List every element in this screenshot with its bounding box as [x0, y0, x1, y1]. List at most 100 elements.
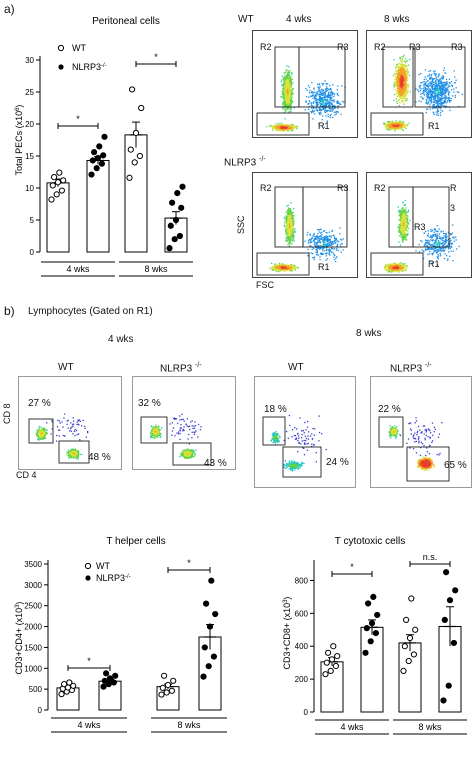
data-point — [136, 152, 143, 160]
data-point — [110, 679, 118, 686]
y-tick-label: 800 — [295, 576, 309, 585]
panel-b-label: b) — [4, 304, 15, 318]
significance-label: * — [154, 52, 158, 62]
data-point — [48, 196, 55, 203]
data-point — [179, 183, 186, 190]
facs-wt-label: WT — [238, 14, 254, 25]
legend-marker-nlrp3 — [85, 575, 91, 581]
data-point — [200, 673, 207, 680]
y-tick-label: 1000 — [24, 664, 42, 673]
y-tick-label: 2000 — [24, 623, 42, 632]
data-point — [174, 190, 181, 197]
gate-r3: R3 — [337, 183, 349, 193]
y-tick-label: 200 — [295, 675, 309, 684]
data-point — [406, 634, 414, 642]
gate-r3: R3 — [414, 222, 426, 232]
gate — [414, 46, 466, 108]
data-point — [323, 659, 330, 666]
gate-r3: R3 — [337, 42, 349, 52]
data-point — [403, 616, 410, 624]
data-point — [443, 569, 450, 576]
data-point — [169, 199, 176, 206]
cd8-percent: 18 % — [264, 404, 287, 415]
cd4-axis-label: CD 4 — [16, 470, 37, 480]
data-point — [178, 204, 185, 211]
facs-ko-label: NLRP3 -/- — [224, 156, 266, 169]
fsc-ssc-plot-wt-4wks — [252, 30, 358, 138]
cd8-percent: 32 % — [138, 398, 161, 409]
y-tick-label: 0 — [304, 708, 309, 717]
group-label: 8 wks — [177, 720, 201, 730]
gate-r1: R1 — [428, 121, 440, 131]
y-tick-label: 500 — [29, 685, 43, 694]
data-point — [171, 236, 178, 243]
data-point — [88, 171, 95, 178]
cd8-percent: 27 % — [28, 398, 51, 409]
chart-title: T cytotoxic cells — [335, 536, 405, 547]
gate-r3: R3 — [409, 42, 421, 52]
panel-a-label: a) — [4, 2, 15, 16]
y-tick-label: 25 — [25, 88, 34, 97]
y-tick-label: 0 — [30, 248, 35, 257]
density-plot — [378, 416, 450, 482]
data-point — [405, 657, 412, 665]
cd8-percent: 22 % — [378, 404, 401, 415]
gate — [262, 416, 286, 446]
t-cytotoxic-chart: T cytotoxic cells CD3+CD8+ (x103) 0 200 40… — [282, 536, 467, 735]
lymph-8wks-label: 8 wks — [356, 328, 382, 339]
density-plot — [262, 414, 327, 478]
data-point — [440, 697, 447, 704]
density-plot — [370, 186, 460, 276]
gate — [370, 252, 424, 276]
gate-r2: R2 — [374, 42, 386, 52]
data-point — [127, 146, 134, 153]
data-point — [103, 670, 110, 677]
data-point — [325, 649, 332, 656]
data-point — [370, 593, 377, 600]
gate — [58, 440, 90, 464]
data-point — [176, 232, 183, 240]
data-point — [205, 663, 212, 670]
cd4-cd8-plot-wt-4wks — [18, 376, 122, 470]
cd4-cd8-plot-ko-4wks — [132, 376, 236, 470]
y-tick-label: 20 — [25, 120, 34, 129]
legend: WT NLRP3-/- — [84, 561, 131, 583]
data-point — [400, 667, 407, 674]
data-point — [168, 687, 175, 694]
lymph-4wks-label: 4 wks — [108, 334, 134, 345]
data-point — [96, 143, 103, 150]
lymph-plot-title: NLRP3 -/- — [160, 362, 202, 375]
data-point — [93, 165, 100, 172]
data-point — [70, 682, 77, 689]
y-tick-label: 400 — [295, 642, 309, 651]
gate — [406, 446, 450, 482]
gate-r3-suffix: 3 — [450, 203, 456, 213]
significance-label: * — [87, 656, 91, 666]
data-point — [367, 638, 374, 645]
y-tick-label: 15 — [25, 152, 34, 161]
y-axis-label: CD3+CD4+ (x103) — [14, 602, 24, 675]
data-point — [368, 620, 376, 627]
gate-r1: R1 — [318, 121, 330, 131]
gate-r3: R3 — [451, 42, 463, 52]
data-point — [138, 104, 145, 112]
cd4-cd8-plot-ko-8wks — [370, 376, 472, 488]
bar — [124, 134, 148, 253]
y-tick-label: 2500 — [24, 602, 42, 611]
data-point — [212, 610, 219, 618]
data-point — [372, 629, 380, 637]
lymph-plot-title: WT — [58, 362, 74, 373]
significance-label: n.s. — [423, 552, 438, 562]
gate — [378, 416, 404, 448]
gate-r2: R2 — [260, 183, 272, 193]
gate-r1: R1 — [428, 259, 440, 269]
fsc-ssc-plot-ko-4wks — [252, 172, 358, 278]
data-point — [60, 177, 67, 184]
legend-label-wt: WT — [72, 43, 86, 53]
significance-label: * — [350, 562, 354, 572]
gate-r2: R2 — [374, 183, 386, 193]
y-tick-label: 0 — [38, 706, 43, 715]
data-point — [208, 577, 215, 584]
data-point — [112, 672, 119, 679]
gate — [256, 252, 310, 276]
